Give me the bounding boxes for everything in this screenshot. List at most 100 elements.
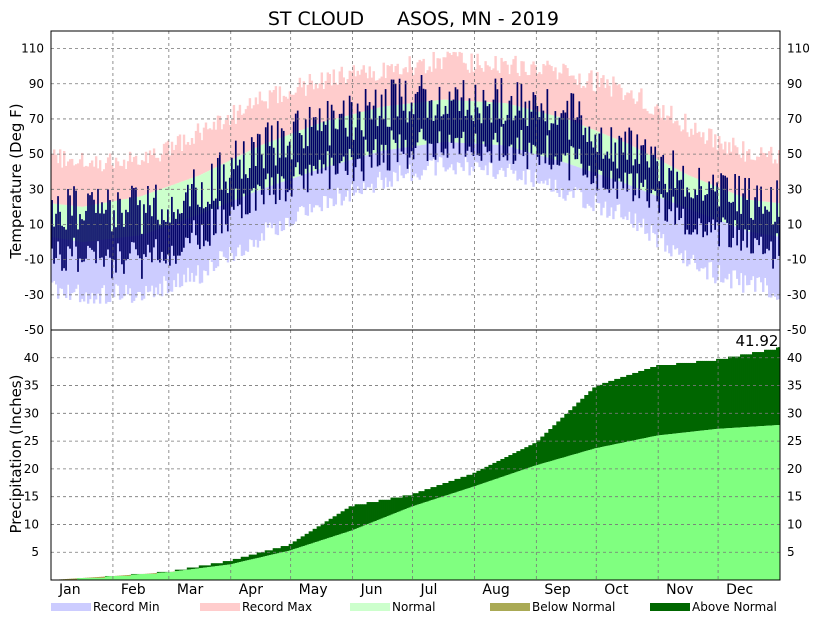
observed-daily-bar xyxy=(147,186,149,245)
observed-daily-bar xyxy=(644,139,646,179)
chart-title-location-year: ASOS, MN - 2019 xyxy=(397,8,559,30)
observed-daily-bar xyxy=(774,222,776,259)
observed-daily-bar xyxy=(572,94,574,148)
observed-daily-bar xyxy=(191,184,193,233)
observed-daily-bar xyxy=(407,122,409,168)
observed-daily-bar xyxy=(305,119,307,168)
observed-daily-bar xyxy=(612,162,614,189)
legend-label: Record Max xyxy=(242,600,312,614)
observed-daily-bar xyxy=(654,147,656,191)
temperature-tick-label-left: 70 xyxy=(29,112,44,126)
observed-daily-bar xyxy=(519,111,521,154)
observed-daily-bar xyxy=(692,198,694,232)
observed-daily-bar xyxy=(429,101,431,144)
observed-daily-bar xyxy=(648,168,650,208)
observed-daily-bar xyxy=(622,153,624,189)
observed-daily-bar xyxy=(273,148,275,195)
observed-daily-bar xyxy=(541,103,543,154)
month-tick-label: Jul xyxy=(419,582,437,598)
observed-daily-bar xyxy=(660,157,662,194)
observed-daily-bar xyxy=(165,222,167,264)
temperature-tick-label-left: -50 xyxy=(24,323,44,337)
observed-daily-bar xyxy=(135,188,137,250)
observed-daily-bar xyxy=(517,82,519,137)
observed-daily-bar xyxy=(776,180,778,233)
observed-daily-bar xyxy=(489,104,491,151)
observed-daily-bar xyxy=(421,75,423,129)
observed-daily-bar xyxy=(355,127,357,167)
observed-daily-bar xyxy=(682,166,684,209)
observed-daily-bar xyxy=(257,134,259,185)
observed-daily-bar xyxy=(249,168,251,213)
observed-daily-bar xyxy=(123,227,125,274)
observed-daily-bar xyxy=(239,160,241,205)
observed-daily-bar xyxy=(391,80,393,131)
observed-daily-bar xyxy=(145,213,147,257)
observed-daily-bar xyxy=(590,141,592,184)
observed-daily-bar xyxy=(437,104,439,143)
observed-daily-bar xyxy=(93,200,95,252)
observed-daily-bar xyxy=(730,203,732,248)
observed-daily-bar xyxy=(377,126,379,166)
observed-daily-bar xyxy=(511,96,513,145)
observed-daily-bar xyxy=(401,97,403,152)
observed-daily-bar xyxy=(698,168,700,219)
observed-daily-bar xyxy=(95,213,97,263)
observed-daily-bar xyxy=(99,213,101,258)
observed-daily-bar xyxy=(680,180,682,218)
observed-daily-bar xyxy=(592,148,594,184)
observed-daily-bar xyxy=(678,180,680,220)
observed-daily-bar xyxy=(756,185,758,239)
observed-daily-bar xyxy=(181,213,183,252)
observed-daily-bar xyxy=(115,227,117,272)
temperature-tick-label-right: -30 xyxy=(787,288,807,302)
observed-daily-bar xyxy=(738,176,740,230)
observed-daily-bar xyxy=(630,131,632,174)
observed-daily-bar xyxy=(604,155,606,189)
observed-daily-bar xyxy=(105,210,107,256)
observed-daily-bar xyxy=(125,210,127,261)
observed-daily-bar xyxy=(447,114,449,158)
observed-daily-bar xyxy=(708,181,710,222)
observed-daily-bar xyxy=(59,212,61,255)
month-tick-label: Jan xyxy=(58,582,81,598)
observed-daily-bar xyxy=(403,111,405,154)
observed-daily-bar xyxy=(369,102,371,157)
observed-daily-bar xyxy=(269,146,271,195)
observed-daily-bar xyxy=(497,89,499,142)
month-tick-label: Mar xyxy=(177,582,204,598)
observed-daily-bar xyxy=(487,106,489,152)
observed-daily-bar xyxy=(173,212,175,256)
observed-daily-bar xyxy=(397,116,399,162)
observed-daily-bar xyxy=(732,202,734,238)
observed-daily-bar xyxy=(199,207,201,249)
observed-daily-bar xyxy=(375,90,377,140)
observed-daily-bar xyxy=(523,118,525,156)
observed-daily-bar xyxy=(479,113,481,155)
observed-daily-bar xyxy=(772,224,774,268)
observed-daily-bar xyxy=(223,164,225,209)
month-tick-label: May xyxy=(299,582,328,598)
observed-daily-bar xyxy=(79,214,81,258)
observed-daily-bar xyxy=(73,186,75,238)
observed-daily-bar xyxy=(131,186,133,242)
observed-daily-bar xyxy=(157,220,159,260)
temperature-tick-label-right: 50 xyxy=(787,147,802,161)
observed-daily-bar xyxy=(624,132,626,173)
observed-daily-bar xyxy=(345,128,347,171)
observed-daily-bar xyxy=(473,121,475,156)
precipitation-axis-label: Precipitation (Inches) xyxy=(7,375,25,534)
observed-daily-bar xyxy=(211,164,213,209)
precipitation-tick-label-right: 25 xyxy=(787,434,802,448)
observed-daily-bar xyxy=(235,141,237,189)
observed-daily-bar xyxy=(588,127,590,166)
observed-daily-bar xyxy=(365,89,367,140)
observed-daily-bar xyxy=(179,214,181,256)
observed-daily-bar xyxy=(373,106,375,150)
observed-daily-bar xyxy=(175,219,177,264)
observed-daily-bar xyxy=(149,205,151,252)
observed-daily-bar xyxy=(481,123,483,161)
observed-daily-bar xyxy=(465,116,467,157)
observed-daily-bar xyxy=(758,207,760,245)
